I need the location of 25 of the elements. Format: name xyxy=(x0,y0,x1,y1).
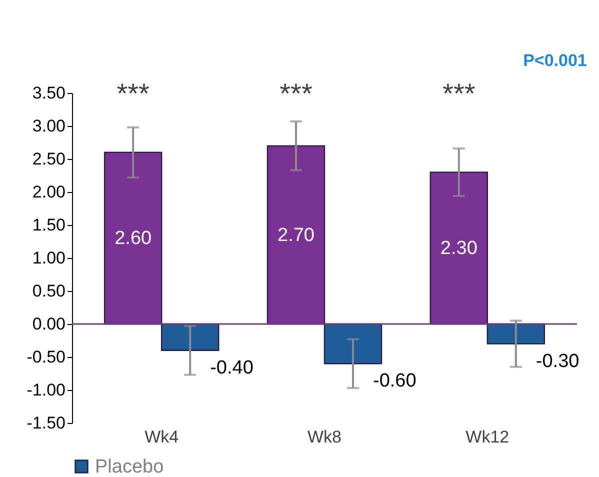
y-tick-label: 1.50 xyxy=(32,216,66,234)
y-tick-label: -1.00 xyxy=(26,380,66,400)
y-tick-label: 0.50 xyxy=(32,282,66,300)
annotation: *** xyxy=(442,78,476,109)
data-label: -0.60 xyxy=(373,370,416,392)
data-label: -0.30 xyxy=(536,350,580,372)
y-tick-label: -0.50 xyxy=(26,348,66,366)
y-tick-label: 2.50 xyxy=(32,150,66,168)
y-tick-label: 3.50 xyxy=(32,84,66,102)
y-tick-label: 0.00 xyxy=(32,314,66,334)
legend-label: Placebo xyxy=(95,456,164,477)
y-tick-label: 2.00 xyxy=(32,182,66,202)
x-tick-label: Wk12 xyxy=(466,428,510,446)
x-tick-label: Wk8 xyxy=(308,428,342,446)
y-tick-label: 1.00 xyxy=(32,248,66,268)
x-tick-label: Wk4 xyxy=(144,428,179,446)
data-label: 2.70 xyxy=(278,224,314,246)
text: P<0.001 xyxy=(523,51,587,70)
data-label: -0.40 xyxy=(210,357,254,378)
data-label: 2.30 xyxy=(440,238,478,260)
annotation: *** xyxy=(280,78,312,109)
y-tick-label: -1.50 xyxy=(26,414,66,432)
data-label: 2.60 xyxy=(114,228,152,250)
annotation: *** xyxy=(116,78,150,109)
y-tick-label: 3.00 xyxy=(32,116,66,136)
